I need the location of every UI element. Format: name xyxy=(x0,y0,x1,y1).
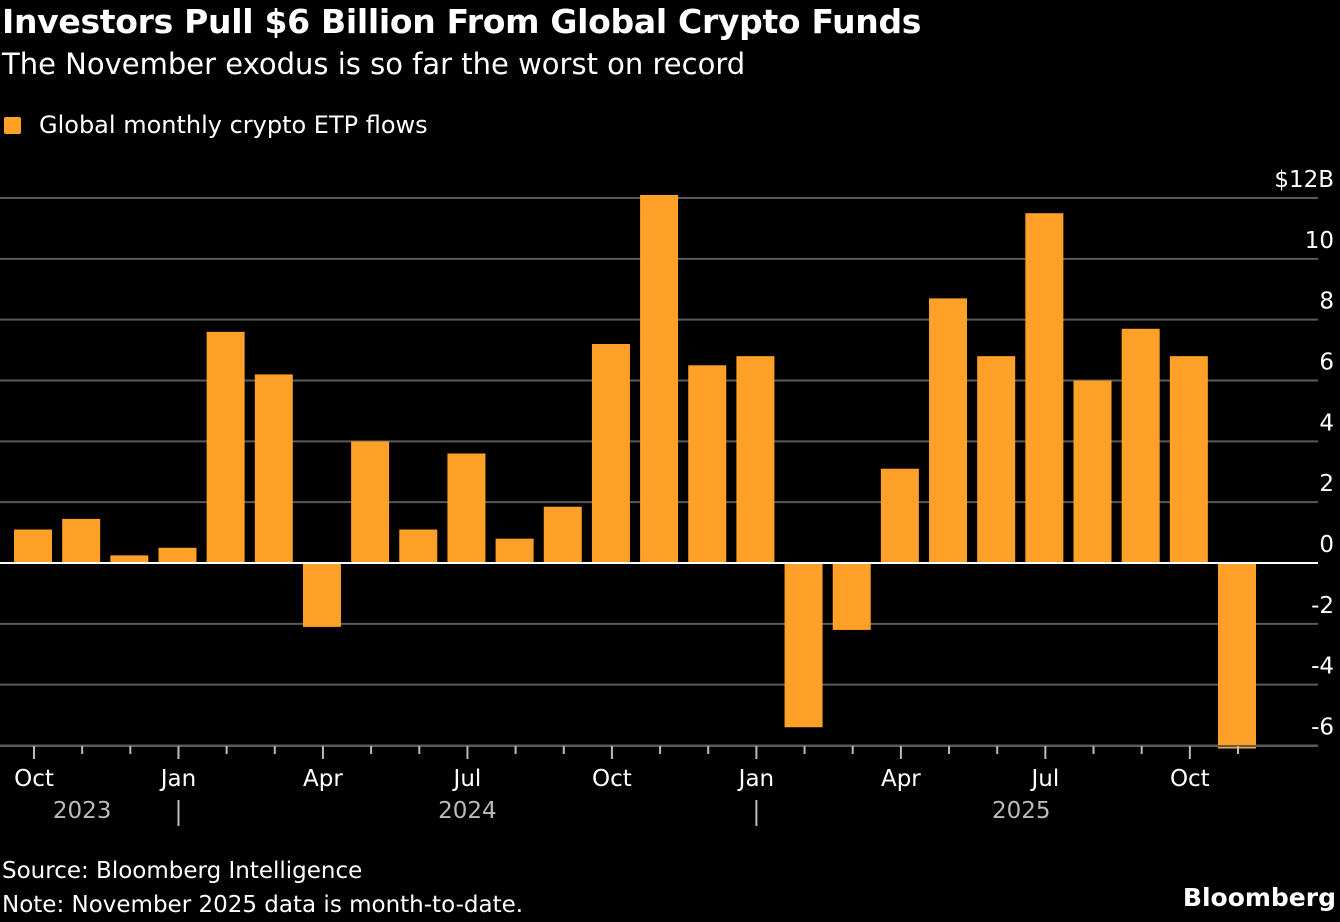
y-tick-label: -4 xyxy=(1311,654,1334,680)
y-tick-label: -6 xyxy=(1311,715,1334,741)
bar-mar-2024 xyxy=(254,374,293,563)
y-tick-label: -2 xyxy=(1311,593,1334,619)
bar-aug-2025 xyxy=(1073,380,1112,563)
y-tick-label: 2 xyxy=(1319,471,1334,497)
y-tick-label: 0 xyxy=(1319,532,1334,558)
y-tick-label: 4 xyxy=(1319,410,1334,436)
y-tick-label: 6 xyxy=(1319,350,1334,376)
footnote: Note: November 2025 data is month-to-dat… xyxy=(2,892,524,918)
bar-feb-2025 xyxy=(784,563,823,728)
x-tick-label: Jan xyxy=(159,766,196,792)
x-tick-label: Jul xyxy=(1029,766,1059,792)
x-tick-label: Apr xyxy=(881,766,921,792)
bar-dec-2023 xyxy=(110,555,149,563)
bar-apr-2025 xyxy=(880,468,919,563)
bar-jun-2025 xyxy=(977,356,1016,563)
legend-swatch xyxy=(4,116,21,134)
bar-jan-2024 xyxy=(158,547,197,563)
y-tick-label: 10 xyxy=(1305,228,1334,254)
year-label: 2023 xyxy=(53,798,112,824)
x-tick-label: Apr xyxy=(303,766,343,792)
y-tick-label: 8 xyxy=(1319,289,1334,315)
bar-nov-2025 xyxy=(1218,563,1256,749)
bar-feb-2024 xyxy=(206,331,245,563)
source-note: Source: Bloomberg Intelligence xyxy=(2,858,363,884)
bloomberg-logo: Bloomberg xyxy=(1182,883,1336,912)
bar-oct-2024 xyxy=(591,344,630,563)
x-tick-label: Oct xyxy=(592,766,632,792)
bar-may-2024 xyxy=(351,441,390,563)
bar-may-2025 xyxy=(929,298,968,563)
legend-label: Global monthly crypto ETP flows xyxy=(39,111,428,139)
x-tick-label: Oct xyxy=(14,766,54,792)
x-tick-label: Jul xyxy=(452,766,482,792)
year-label: 2025 xyxy=(992,798,1051,824)
bar-jan-2025 xyxy=(736,356,775,563)
bar-sep-2024 xyxy=(543,506,582,563)
bar-sep-2025 xyxy=(1121,328,1160,563)
bar-jul-2025 xyxy=(1025,213,1064,564)
bar-jun-2024 xyxy=(399,529,438,563)
bar-apr-2024 xyxy=(302,563,341,627)
bar-chart: $12B 10 8 6 4 2 0 -2 -4 -6 Oct Jan Apr Jul Oct Jan Apr Ju… xyxy=(0,167,1334,826)
x-tick-label: Jan xyxy=(737,766,774,792)
bar-oct-2023 xyxy=(14,529,52,563)
year-label: 2024 xyxy=(438,798,497,824)
legend: Global monthly crypto ETP flows xyxy=(4,111,428,139)
bar-aug-2024 xyxy=(495,538,534,563)
chart-title: Investors Pull $6 Billion From Global Cr… xyxy=(2,2,922,41)
bar-oct-2025 xyxy=(1169,356,1208,563)
y-tick-label: $12B xyxy=(1274,167,1334,193)
bar-mar-2025 xyxy=(832,563,871,630)
bar-dec-2024 xyxy=(688,365,727,563)
bar-nov-2024 xyxy=(640,194,679,564)
bar-nov-2023 xyxy=(62,518,101,563)
chart-subtitle: The November exodus is so far the worst … xyxy=(2,47,746,81)
bar-jul-2024 xyxy=(447,453,486,563)
x-tick-label: Oct xyxy=(1170,766,1210,792)
